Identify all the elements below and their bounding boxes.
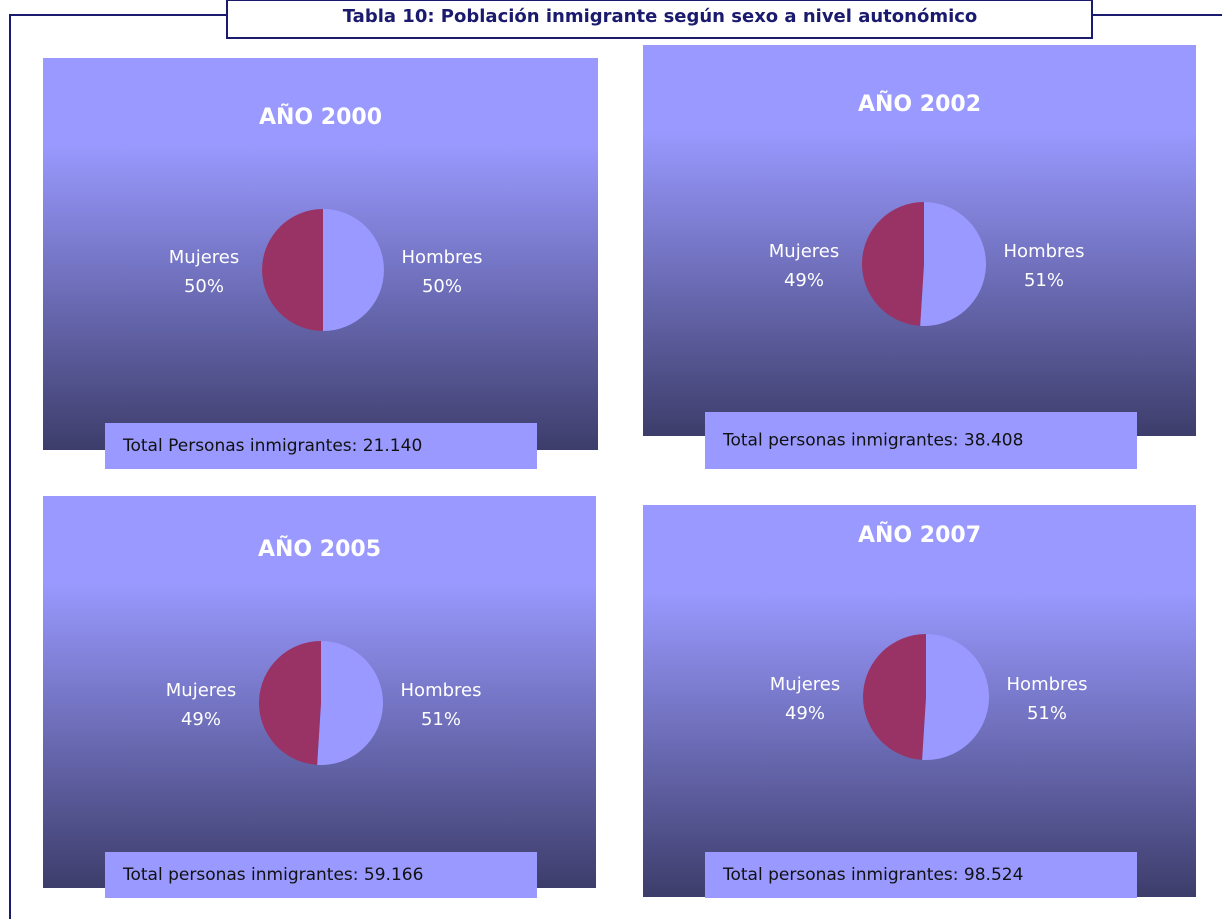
title-box [226, 0, 1093, 39]
slice-value-label: 51% [1027, 703, 1067, 724]
chart-title: AÑO 2002 [858, 91, 981, 117]
slice-label: Hombres [1004, 241, 1085, 262]
slice-value-label: 50% [422, 276, 462, 297]
chart-title: AÑO 2005 [258, 536, 381, 562]
pie-slice [262, 209, 323, 331]
frame [9, 14, 1222, 919]
note: Total personas inmigrantes: 38.408 [722, 431, 1023, 451]
note-box [105, 423, 537, 469]
slice-value-label: 49% [181, 709, 221, 730]
slice-label: Mujeres [166, 680, 236, 701]
slice-value-label: 51% [1024, 270, 1064, 291]
pie-slice [317, 641, 383, 766]
pie-slice [862, 202, 924, 326]
note: Total personas inmigrantes: 59.166 [122, 865, 423, 885]
slice-label: Mujeres [770, 674, 840, 695]
slice-label: Hombres [1007, 674, 1088, 695]
note: Total Personas inmigrantes: 21.140 [122, 436, 422, 456]
note-box [705, 852, 1137, 898]
chart-title: AÑO 2007 [858, 522, 981, 548]
note: Total personas inmigrantes: 98.524 [722, 865, 1023, 885]
note-box [705, 412, 1137, 469]
slice-value-label: 49% [784, 270, 824, 291]
pie-slice [323, 209, 384, 331]
note-box [105, 852, 537, 898]
page-title: Tabla 10: Población inmigrante según sex… [343, 6, 978, 27]
slice-label: Mujeres [169, 247, 239, 268]
slice-label: Mujeres [769, 241, 839, 262]
pie-slice [863, 634, 926, 760]
slice-label: Hombres [402, 247, 483, 268]
pie-slice [922, 634, 989, 760]
slice-value-label: 51% [421, 709, 461, 730]
pie-slice [258, 641, 321, 765]
slice-label: Hombres [401, 680, 482, 701]
pie-slice [920, 202, 987, 326]
chart-title: AÑO 2000 [259, 104, 382, 130]
slice-value-label: 50% [184, 276, 224, 297]
slice-value-label: 49% [785, 703, 825, 724]
